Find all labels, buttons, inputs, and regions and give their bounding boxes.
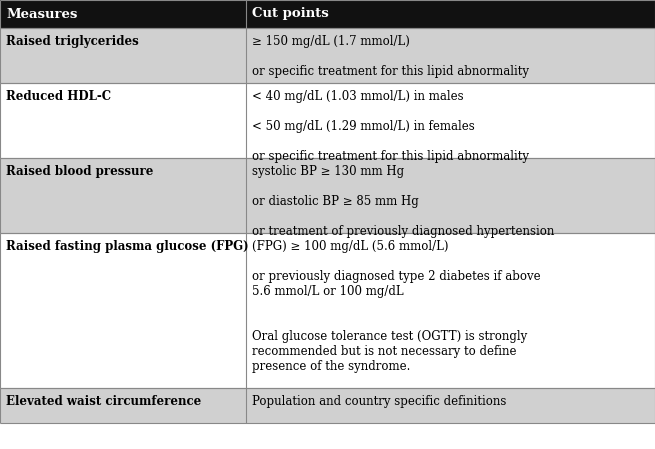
Text: < 50 mg/dL (1.29 mmol/L) in females: < 50 mg/dL (1.29 mmol/L) in females [252, 120, 474, 133]
Text: Population and country specific definitions: Population and country specific definiti… [252, 395, 506, 408]
Text: Oral glucose tolerance test (OGTT) is strongly: Oral glucose tolerance test (OGTT) is st… [252, 330, 527, 343]
Text: < 40 mg/dL (1.03 mmol/L) in males: < 40 mg/dL (1.03 mmol/L) in males [252, 90, 463, 103]
Bar [0, 0, 655, 28]
Bar [0, 28, 655, 83]
Text: or previously diagnosed type 2 diabetes if above: or previously diagnosed type 2 diabetes … [252, 270, 540, 283]
Text: Reduced HDL-C: Reduced HDL-C [6, 90, 111, 103]
Text: Measures: Measures [6, 8, 77, 21]
Bar [0, 83, 655, 158]
Text: presence of the syndrome.: presence of the syndrome. [252, 360, 410, 373]
Text: or diastolic BP ≥ 85 mm Hg: or diastolic BP ≥ 85 mm Hg [252, 195, 419, 208]
Text: systolic BP ≥ 130 mm Hg: systolic BP ≥ 130 mm Hg [252, 165, 403, 178]
Text: recommended but is not necessary to define: recommended but is not necessary to defi… [252, 345, 516, 358]
Text: 5.6 mmol/L or 100 mg/dL: 5.6 mmol/L or 100 mg/dL [252, 285, 403, 298]
Text: or specific treatment for this lipid abnormality: or specific treatment for this lipid abn… [252, 65, 529, 78]
Text: or treatment of previously diagnosed hypertension: or treatment of previously diagnosed hyp… [252, 225, 554, 238]
Text: Cut points: Cut points [252, 8, 328, 21]
Text: Raised triglycerides: Raised triglycerides [6, 35, 139, 48]
Text: Elevated waist circumference: Elevated waist circumference [6, 395, 201, 408]
Bar [0, 158, 655, 233]
Text: Raised blood pressure: Raised blood pressure [6, 165, 153, 178]
Text: ≥ 150 mg/dL (1.7 mmol/L): ≥ 150 mg/dL (1.7 mmol/L) [252, 35, 409, 48]
Text: Raised fasting plasma glucose (FPG): Raised fasting plasma glucose (FPG) [6, 240, 249, 253]
Text: or specific treatment for this lipid abnormality: or specific treatment for this lipid abn… [252, 150, 529, 163]
Bar [0, 233, 655, 388]
Bar [0, 388, 655, 423]
Text: (FPG) ≥ 100 mg/dL (5.6 mmol/L): (FPG) ≥ 100 mg/dL (5.6 mmol/L) [252, 240, 448, 253]
